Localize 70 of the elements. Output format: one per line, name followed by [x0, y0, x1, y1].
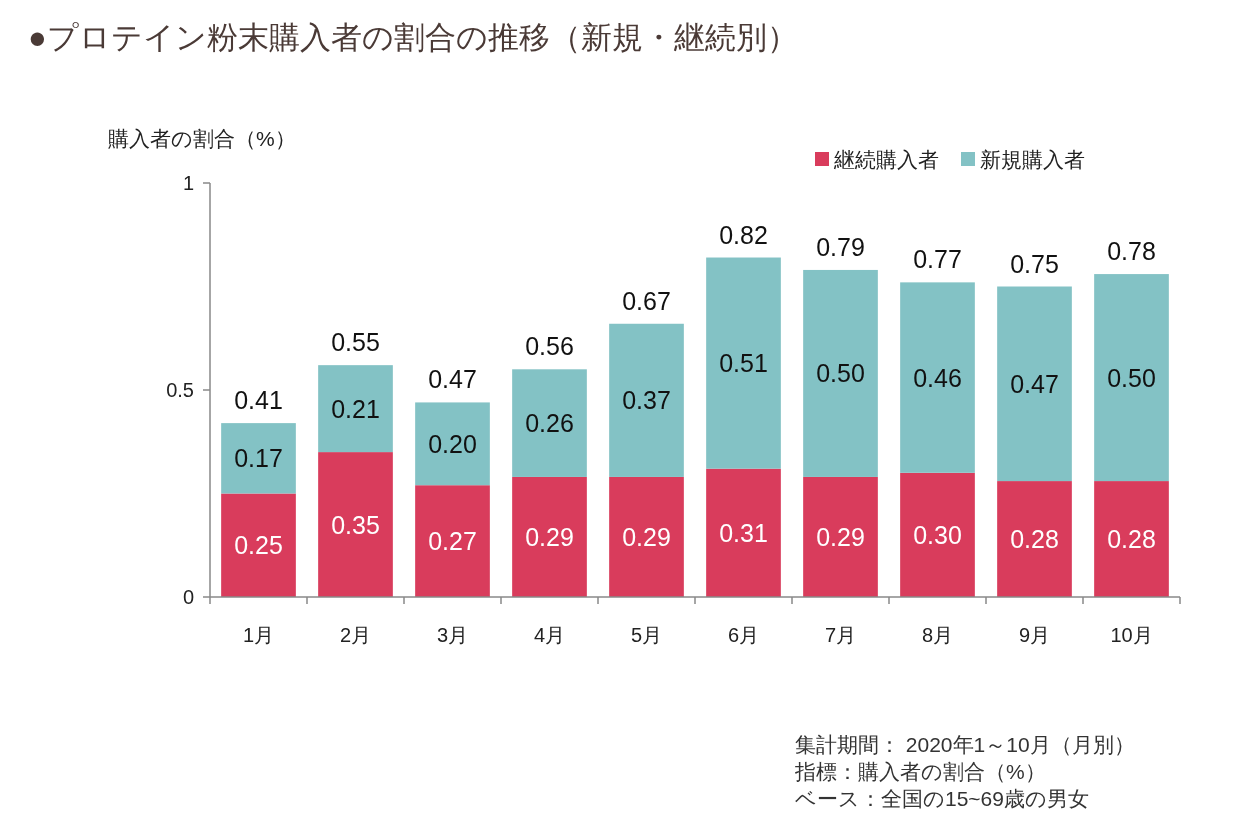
text: ベース：全国の15~69歳の男女 [795, 787, 1089, 810]
y-tick-label: 1 [182, 172, 194, 194]
bar [997, 481, 1072, 597]
y-tick-label: 0 [182, 586, 194, 608]
bar [609, 323, 684, 477]
data-label: 0.46 [913, 363, 962, 392]
total-label: 0.77 [913, 245, 962, 274]
bar [221, 423, 296, 494]
data-label: 0.29 [622, 522, 671, 551]
total-label: 0.67 [622, 286, 671, 315]
data-label: 0.31 [719, 518, 768, 547]
x-tick-label: 8月 [921, 624, 954, 646]
x-tick-label: 5月 [630, 624, 663, 646]
legend-label: 新規購入者 [980, 148, 1085, 171]
total-label: 0.41 [234, 386, 283, 415]
data-label: 0.50 [816, 359, 865, 388]
x-tick-label: 2月 [339, 624, 372, 646]
x-tick-label: 9月 [1018, 624, 1051, 646]
total-label: 0.75 [1010, 249, 1059, 278]
bar [1094, 481, 1169, 597]
total-label: 0.56 [525, 332, 574, 361]
chart-title: ●プロテイン粉末購入者の割合の推移（新規・継続別） [28, 20, 798, 55]
text: 指標：購入者の割合（%） [794, 760, 1046, 783]
bar [415, 485, 490, 597]
data-label: 0.51 [719, 349, 768, 378]
x-tick-label: 3月 [436, 624, 469, 646]
legend-label: 継続購入者 [833, 148, 939, 171]
total-label: 0.55 [331, 328, 380, 357]
bar [415, 402, 490, 486]
total-label: 0.82 [719, 220, 768, 249]
data-label: 0.47 [1010, 369, 1059, 398]
data-label: 0.17 [234, 444, 283, 473]
total-label: 0.78 [1107, 237, 1156, 266]
bar [318, 452, 393, 597]
bar [803, 476, 878, 597]
data-label: 0.27 [428, 527, 477, 556]
data-label: 0.21 [331, 394, 380, 423]
x-tick-label: 4月 [533, 624, 566, 646]
total-label: 0.47 [428, 365, 477, 394]
data-label: 0.37 [622, 386, 671, 415]
bar [221, 493, 296, 597]
data-label: 0.28 [1107, 525, 1156, 554]
data-label: 0.50 [1107, 363, 1156, 392]
data-label: 0.35 [331, 510, 380, 539]
bar [609, 476, 684, 597]
text: 集計期間： 2020年1～10月（月別） [795, 733, 1135, 756]
y-axis-title: 購入者の割合（%） [108, 127, 296, 150]
data-label: 0.30 [913, 520, 962, 549]
bar [706, 468, 781, 597]
bar [706, 257, 781, 469]
x-tick-label: 7月 [824, 624, 857, 646]
bar [900, 282, 975, 473]
data-label: 0.25 [234, 531, 283, 560]
x-tick-label: 10月 [1110, 624, 1153, 646]
data-label: 0.26 [525, 409, 574, 438]
total-label: 0.79 [816, 232, 865, 261]
bar [803, 269, 878, 477]
bar [512, 369, 587, 477]
bar [900, 472, 975, 597]
data-label: 0.29 [525, 522, 574, 551]
bar [512, 476, 587, 597]
data-label: 0.29 [816, 522, 865, 551]
y-tick-label: 0.5 [166, 379, 194, 401]
bar [997, 286, 1072, 482]
data-label: 0.20 [428, 429, 477, 458]
x-tick-label: 1月 [242, 624, 275, 646]
x-tick-label: 6月 [727, 624, 760, 646]
bar [1094, 274, 1169, 482]
bar [318, 365, 393, 453]
data-label: 0.28 [1010, 525, 1059, 554]
